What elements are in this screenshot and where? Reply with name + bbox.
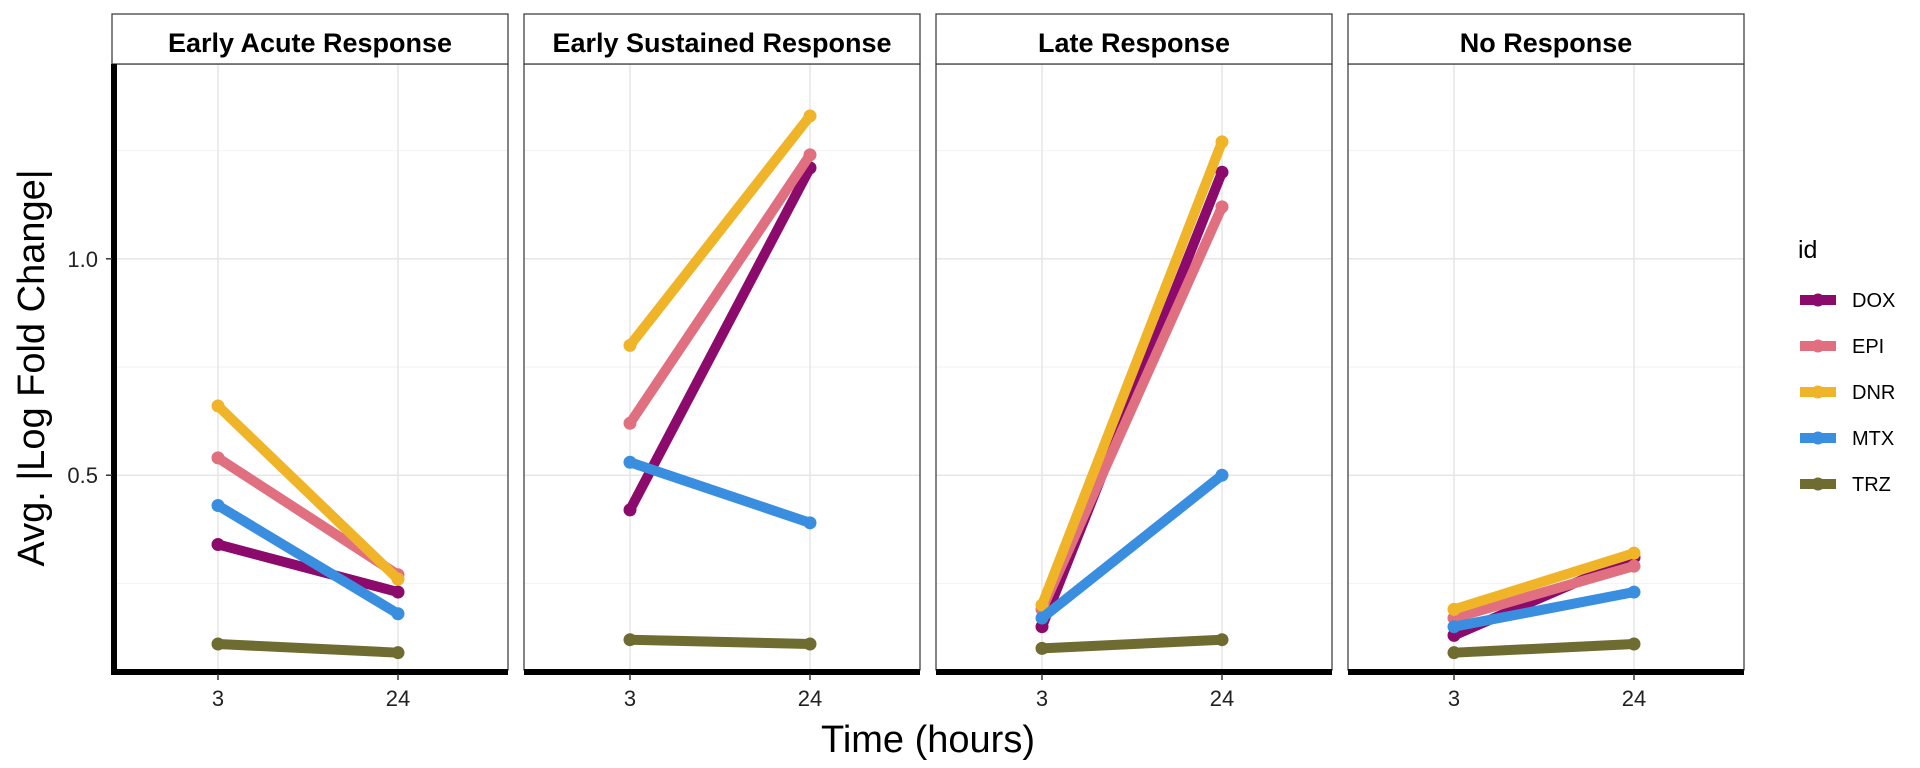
x-tick-label: 24 (386, 686, 410, 711)
facet-strip (1347, 13, 1745, 65)
x-tick-label: 24 (1622, 686, 1646, 711)
data-point-epi (1627, 559, 1641, 573)
data-point-trz (1035, 641, 1049, 655)
data-point-mtx (1215, 468, 1229, 482)
x-tick-label: 3 (1448, 686, 1460, 711)
data-point-epi (623, 416, 637, 430)
x-tick-label: 3 (624, 686, 636, 711)
facet-label: Early Acute Response (168, 28, 452, 58)
facet-panel: No Response 3 24 (1347, 13, 1745, 711)
data-point-mtx (1627, 585, 1641, 599)
data-point-epi (803, 148, 817, 162)
data-point-mtx (623, 455, 637, 469)
data-point-dnr (211, 399, 225, 413)
series-line-epi (1037, 204, 1227, 612)
series-line-mtx (628, 457, 812, 528)
series-line-dnr (214, 402, 402, 583)
data-point-dnr (623, 338, 637, 352)
data-point-dnr (1447, 602, 1461, 616)
series-line-dnr (626, 112, 814, 349)
data-point-dox (623, 503, 637, 517)
data-point-mtx (803, 516, 817, 530)
data-point-trz (211, 637, 225, 651)
series-line-trz (217, 639, 399, 658)
data-point-dox (391, 585, 405, 599)
x-tick-label: 3 (1036, 686, 1048, 711)
series-line-epi (1452, 561, 1636, 623)
y-tick-label: 0.5 (67, 463, 98, 488)
data-point-trz (391, 646, 405, 660)
facet-panel: Early Sustained Response 3 24 (523, 13, 921, 711)
x-tick-label: 24 (1210, 686, 1234, 711)
series-line-dnr (1452, 548, 1636, 615)
series-line-trz (1453, 639, 1635, 658)
data-point-trz (1627, 637, 1641, 651)
x-tick-label: 24 (798, 686, 822, 711)
legend-label-mtx: MTX (1852, 428, 1894, 450)
facet-label: No Response (1460, 28, 1633, 58)
legend-label-trz: TRZ (1852, 474, 1891, 496)
data-point-trz (803, 637, 817, 651)
data-point-dox (1215, 165, 1229, 179)
data-point-mtx (211, 499, 225, 513)
legend-label-dox: DOX (1852, 290, 1895, 312)
data-point-dnr (1035, 598, 1049, 612)
data-point-trz (1215, 633, 1229, 647)
data-point-mtx (391, 607, 405, 621)
data-point-trz (1447, 646, 1461, 660)
facet-strip (935, 13, 1333, 65)
series-line-mtx (1038, 471, 1226, 622)
facet-panel: Late Response 3 24 (935, 13, 1333, 711)
series-line-dox (625, 165, 815, 513)
y-tick-label: 1.0 (67, 247, 98, 272)
series-line-trz (1041, 634, 1223, 654)
legend: id DOX EPI DNR MTX TRZ (1798, 236, 1895, 496)
legend-key-point (1811, 293, 1825, 307)
series-line-dox (216, 539, 400, 597)
facet-label: Early Sustained Response (552, 28, 891, 58)
data-point-dnr (1215, 135, 1229, 149)
facet-panel: Early Acute Response 3 24 (111, 13, 509, 711)
legend-label-epi: EPI (1852, 336, 1884, 358)
legend-title: id (1798, 236, 1817, 264)
data-point-dnr (391, 572, 405, 586)
series-line-epi (625, 152, 815, 427)
series-line-trz (629, 634, 811, 650)
legend-key-point (1811, 385, 1825, 399)
legend-label-dnr: DNR (1852, 382, 1895, 404)
facet-strip (523, 13, 921, 65)
data-point-mtx (1035, 611, 1049, 625)
x-tick-label: 3 (212, 686, 224, 711)
series-line-mtx (215, 501, 401, 619)
data-point-dnr (803, 109, 817, 123)
data-point-trz (623, 633, 637, 647)
legend-key-point (1811, 339, 1825, 353)
facet-label: Late Response (1038, 28, 1230, 58)
data-point-epi (1215, 200, 1229, 214)
series-line-dnr (1037, 140, 1227, 607)
facet-strip (111, 13, 509, 65)
series-line-mtx (1453, 587, 1635, 632)
data-point-mtx (1447, 620, 1461, 634)
data-point-dox (211, 537, 225, 551)
data-point-dnr (1627, 546, 1641, 560)
y-axis-title: Avg. |Log Fold Change| (11, 169, 53, 566)
legend-key-point (1811, 431, 1825, 445)
x-axis-title: Time (hours) (821, 719, 1035, 761)
data-point-epi (211, 451, 225, 465)
legend-key-point (1811, 477, 1825, 491)
